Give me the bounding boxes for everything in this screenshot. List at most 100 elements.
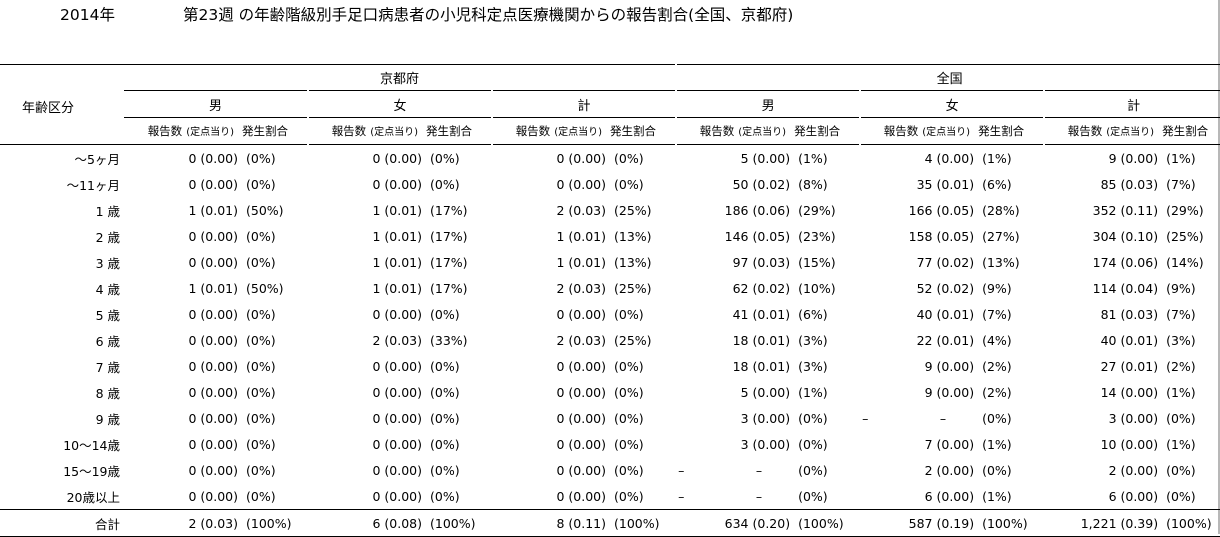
table-row: 9 歳 0 (0.00) (0%) 0 (0.00) (0%) 0 (0.00) (0%) 3… — [0, 405, 1220, 431]
table-row: ～11ヶ月 0 (0.00) (0%) 0 (0.00) (0%) 0 (0.00) (0%… — [0, 171, 1220, 197]
ratio-cell: (0%) — [614, 384, 644, 400]
ratio-cell: (0%) — [246, 332, 276, 348]
empty-dash: – — [862, 410, 869, 426]
report-cell: 9 (0.00) — [924, 358, 975, 374]
ratio-cell: (100%) — [608, 509, 677, 537]
ratio-cell: (27%) — [982, 228, 1020, 244]
report-cell: 1 (0.01) — [556, 254, 606, 270]
report-cell: 0 (0.00) — [372, 384, 422, 400]
report-cell: 1 (0.01) — [556, 228, 606, 244]
age-cell: ～5ヶ月 — [74, 151, 120, 167]
subheader-ratio: 発生割合 — [792, 117, 861, 145]
ratio-cell: (100%) — [976, 509, 1045, 537]
report-cell: 22 (0.01) — [916, 332, 975, 348]
age-cell: 6 歳 — [95, 333, 120, 349]
report-cell: 0 (0.00) — [188, 228, 238, 244]
ratio-cell: (29%) — [1166, 202, 1204, 218]
ratio-cell: (0%) — [982, 462, 1012, 478]
ratio-cell: (3%) — [798, 332, 828, 348]
subheader-per-site-label: (定点当り) — [922, 127, 971, 138]
total-row: 合計 2 (0.03) (100%) 6 (0.08) (100%) 8 (0.11) (1… — [0, 509, 1220, 537]
report-cell: 14 (0.00) — [1100, 384, 1159, 400]
report-cell: 634 (0.20) — [676, 509, 793, 537]
empty-dash: – — [755, 462, 763, 478]
header-kyoto-female: 女 — [307, 90, 492, 118]
subheader-report-label: 報告数 — [331, 124, 367, 138]
age-cell: 15～19歳 — [63, 463, 120, 479]
subheader-report-label: 報告数 — [515, 124, 551, 138]
ratio-cell: (4%) — [982, 332, 1012, 348]
ratio-cell: (0%) — [430, 436, 460, 452]
report-cell: 10 (0.00) — [1100, 436, 1159, 452]
report-cell: 50 (0.02) — [732, 176, 791, 192]
ratio-cell: (0%) — [430, 462, 460, 478]
subheader-per-site-label: (定点当り) — [186, 127, 234, 138]
subheader-report-label: 報告数 — [1067, 124, 1103, 138]
ratio-cell: (100%) — [240, 509, 308, 537]
report-cell: 97 (0.03) — [732, 254, 791, 270]
report-cell: 27 (0.01) — [1100, 358, 1159, 374]
report-cell: 7 (0.00) — [924, 436, 975, 452]
ratio-cell: (0%) — [614, 410, 644, 426]
report-cell: 1 (0.01) — [188, 280, 238, 296]
report-cell: 6 (0.00) — [924, 488, 975, 504]
subheader-report-label: 報告数 — [699, 124, 735, 138]
ratio-cell: (0%) — [614, 358, 644, 374]
report-cell: 2 (0.03) — [124, 509, 240, 537]
subheader-row: 報告数 (定点当り) 発生割合 報告数 (定点当り) 発生割合 報告数 (定点当り) 発生割合報… — [0, 117, 1220, 145]
ratio-cell: (0%) — [430, 488, 460, 504]
report-cell: 0 (0.00) — [188, 254, 238, 270]
report-cell: 0 (0.00) — [556, 462, 606, 478]
ratio-cell: (1%) — [798, 384, 828, 400]
ratio-cell: (29%) — [798, 202, 836, 218]
report-cell: 1 (0.01) — [188, 202, 238, 218]
report-cell: 52 (0.02) — [916, 280, 975, 296]
table-row: 6 歳 0 (0.00) (0%) 2 (0.03) (33%) 2 (0.03) (25%… — [0, 327, 1220, 353]
report-cell: 304 (0.10) — [1092, 228, 1159, 244]
report-cell: 0 (0.00) — [556, 150, 606, 166]
ratio-cell: (9%) — [982, 280, 1012, 296]
report-cell: 0 (0.00) — [188, 384, 238, 400]
report-cell: 2 (0.00) — [1108, 462, 1159, 478]
ratio-cell: (33%) — [430, 332, 468, 348]
report-cell: 3 (0.00) — [740, 410, 791, 426]
ratio-cell: (7%) — [1166, 306, 1196, 322]
subheader-report: 報告数 (定点当り) — [1043, 117, 1161, 145]
ratio-cell: (0%) — [798, 436, 828, 452]
ratio-cell: (0%) — [246, 254, 276, 270]
table-row: 1 歳 1 (0.01) (50%) 1 (0.01) (17%) 2 (0.03) (25… — [0, 197, 1220, 223]
empty-dash: – — [678, 488, 685, 504]
report-cell: 0 (0.00) — [188, 306, 238, 322]
report-cell: 5 (0.00) — [740, 384, 791, 400]
ratio-cell: (0%) — [798, 488, 828, 504]
report-cell: 2 (0.03) — [556, 280, 606, 296]
ratio-cell: (1%) — [1166, 384, 1196, 400]
report-cell: 3 (0.00) — [740, 436, 791, 452]
ratio-cell: (0%) — [1166, 462, 1196, 478]
report-cell: 186 (0.06) — [724, 202, 791, 218]
ratio-cell: (0%) — [430, 150, 460, 166]
ratio-cell: (100%) — [1160, 509, 1220, 537]
subheader-report: 報告数 (定点当り) — [124, 117, 240, 145]
report-cell: 0 (0.00) — [372, 306, 422, 322]
subheader-report-label: 報告数 — [883, 124, 919, 138]
report-cell: 0 (0.00) — [556, 176, 606, 192]
report-cell: 0 (0.00) — [372, 150, 422, 166]
report-cell: 6 (0.08) — [308, 509, 424, 537]
ratio-cell: (25%) — [614, 280, 652, 296]
age-cell: 10～14歳 — [63, 437, 120, 453]
empty-dash-group: – – — [676, 463, 792, 478]
report-cell: 18 (0.01) — [732, 332, 791, 348]
report-cell: 0 (0.00) — [188, 358, 238, 374]
report-cell: 5 (0.00) — [740, 150, 791, 166]
ratio-cell: (15%) — [798, 254, 836, 270]
table-row: 7 歳 0 (0.00) (0%) 0 (0.00) (0%) 0 (0.00) (0%) 1… — [0, 353, 1220, 379]
ratio-cell: (0%) — [246, 228, 276, 244]
report-cell: 1 (0.01) — [372, 202, 422, 218]
report-cell: 8 (0.11) — [492, 509, 608, 537]
report-cell: 40 (0.01) — [1100, 332, 1159, 348]
ratio-cell: (25%) — [614, 202, 652, 218]
ratio-cell: (13%) — [614, 254, 652, 270]
table-body: ～5ヶ月 0 (0.00) (0%) 0 (0.00) (0%) 0 (0.00) (0%)… — [0, 145, 1220, 537]
hfmd-age-table: 京都府 全国 年齢区分 男 女 計 男 女 計 報告数 (定点当り) 発生割合 報告数… — [0, 64, 1220, 537]
